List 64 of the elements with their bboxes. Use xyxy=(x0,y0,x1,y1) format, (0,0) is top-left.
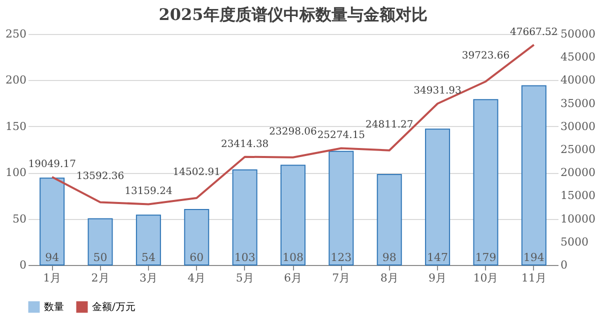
y2-tick-label: 15000 xyxy=(560,189,596,202)
data-label: 108 xyxy=(282,251,304,264)
bar xyxy=(280,164,306,266)
data-label: 25274.15 xyxy=(317,130,366,142)
x-tick-label: 11月 xyxy=(521,272,546,284)
bar xyxy=(136,214,161,266)
bar xyxy=(473,99,498,266)
data-label: 13592.36 xyxy=(76,171,124,182)
data-label: 14502.91 xyxy=(172,166,220,178)
data-label: 47667.52 xyxy=(510,26,558,38)
data-label: 19049.17 xyxy=(28,158,76,170)
data-label: 23298.06 xyxy=(269,126,317,138)
x-tick-label: 4月 xyxy=(188,272,206,284)
data-label: 98 xyxy=(382,251,396,264)
y2-tick-label: 25000 xyxy=(560,143,596,156)
chart-title: 2025年度质谱仪中标数量与金额对比 xyxy=(158,4,428,24)
x-tick-label: 3月 xyxy=(139,272,158,284)
data-label: 94 xyxy=(45,251,60,264)
bar xyxy=(88,218,113,266)
x-tick-label: 6月 xyxy=(284,272,302,284)
data-label: 50 xyxy=(93,251,108,264)
data-label: 60 xyxy=(190,251,204,264)
bar xyxy=(184,209,210,266)
data-label: 179 xyxy=(475,251,496,264)
y2-tick-label: 0 xyxy=(560,258,568,272)
data-label: 123 xyxy=(330,251,352,264)
y-tick-label: 0 xyxy=(20,258,26,272)
data-label: 34931.93 xyxy=(414,86,462,97)
y2-tick-label: 10000 xyxy=(560,212,596,226)
y2-tick-label: 30000 xyxy=(560,120,596,133)
y-tick-label: 150 xyxy=(6,120,26,133)
bar xyxy=(232,169,258,266)
y2-tick-label: 50000 xyxy=(560,28,596,40)
y-tick-label: 200 xyxy=(6,74,26,87)
y2-tick-label: 40000 xyxy=(560,74,596,87)
y-tick-label: 100 xyxy=(6,166,26,180)
bar xyxy=(425,128,450,266)
data-label: 13159.24 xyxy=(124,186,172,198)
x-tick-label: 9月 xyxy=(428,272,447,284)
x-tick-label: 8月 xyxy=(380,272,398,284)
data-label: 103 xyxy=(234,251,256,264)
y2-tick-label: 35000 xyxy=(560,96,596,110)
y2-tick-label: 20000 xyxy=(560,166,596,180)
bar xyxy=(328,150,354,266)
data-label: 54 xyxy=(141,251,156,264)
legend-label: 数量 xyxy=(44,302,64,313)
y2-tick-label: 45000 xyxy=(560,50,596,64)
x-tick-label: 10月 xyxy=(473,272,498,284)
bar xyxy=(376,174,402,266)
x-tick-label: 1月 xyxy=(43,272,62,284)
bar xyxy=(40,178,65,266)
bar xyxy=(521,85,546,266)
data-label: 194 xyxy=(523,251,544,264)
x-tick-label: 7月 xyxy=(332,272,350,284)
y-tick-label: 50 xyxy=(12,212,26,226)
x-tick-label: 5月 xyxy=(236,272,254,284)
y2-tick-label: 5000 xyxy=(560,235,588,248)
legend-label: 金额/万元 xyxy=(92,301,136,313)
data-label: 39723.66 xyxy=(462,50,510,62)
x-tick-label: 2月 xyxy=(91,272,110,284)
data-label: 147 xyxy=(427,251,448,264)
y-tick-label: 250 xyxy=(6,28,26,40)
data-label: 24811.27 xyxy=(366,119,414,130)
data-label: 23414.38 xyxy=(220,138,269,150)
